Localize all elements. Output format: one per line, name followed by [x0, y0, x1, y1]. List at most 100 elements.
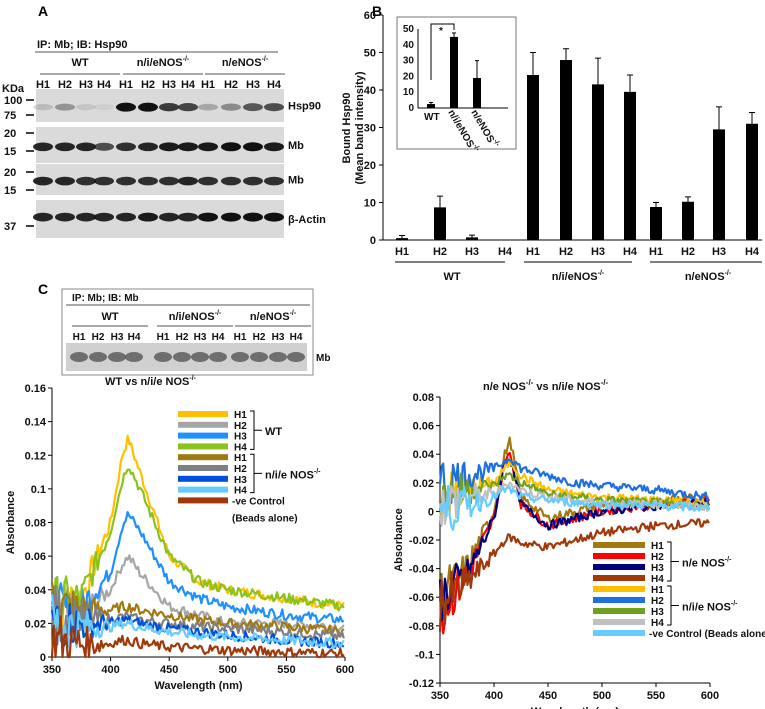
- blot-row-label: β-Actin: [288, 214, 326, 226]
- x-axis-label: Wavelength (nm): [154, 680, 243, 692]
- y-tick-label: 0.14: [25, 417, 47, 429]
- bar: [560, 60, 572, 240]
- bar: [624, 91, 636, 240]
- legend-swatch: [593, 564, 645, 570]
- y-tick-label: 30: [403, 56, 415, 67]
- y-tick-label: 50: [403, 24, 415, 35]
- group-label: n/eNOS-/-: [222, 56, 269, 69]
- blot-band: [243, 176, 263, 186]
- y-tick-label: 0: [370, 235, 376, 247]
- spectrum-line-nienos-h2: [438, 458, 710, 504]
- lane-label: H4: [181, 79, 196, 91]
- blot-band: [198, 176, 218, 186]
- legend-label: H2: [651, 596, 664, 607]
- panel-label-b: B: [372, 3, 382, 19]
- bar: [650, 207, 662, 240]
- y-tick-label: 0.16: [25, 383, 46, 395]
- y-tick-label: 0: [428, 506, 434, 518]
- lane-label: H3: [246, 79, 260, 91]
- blot-band: [264, 176, 284, 186]
- lane-label: H2: [224, 79, 238, 91]
- blot-row-label: Mb: [288, 175, 304, 187]
- lane-label: H1: [119, 79, 133, 91]
- blot-band: [94, 104, 114, 111]
- blot-band: [116, 212, 136, 222]
- spectrum-line-nienos-h4: [50, 594, 345, 650]
- blot-band: [76, 212, 96, 222]
- spectrum-line-nenos-h4: [438, 518, 710, 633]
- lane-label: H4: [212, 332, 225, 343]
- blot-band: [76, 176, 96, 186]
- chart-title-left: WT vs n/i/e NOS-/-: [105, 375, 197, 388]
- legend-label: H2: [234, 421, 247, 432]
- significance-marker: *: [439, 26, 443, 37]
- western-blot-a: WT n/i/eNOS-/- n/eNOS-/- H1 H2 H3 H4 H1 H2 H3 H4 H1…: [4, 51, 326, 238]
- legend-swatch: [178, 421, 228, 428]
- y-tick-label: 0.02: [25, 618, 46, 630]
- blot-band: [154, 352, 172, 362]
- kda-marker: 20: [4, 128, 16, 140]
- legend-swatch: [178, 497, 228, 504]
- blot-band: [221, 103, 241, 111]
- y-tick-label: -0.02: [409, 535, 434, 547]
- legend-swatch: [178, 411, 228, 417]
- legend-label: H3: [234, 432, 247, 443]
- lane-label: H4: [290, 332, 303, 343]
- legend-label: H1: [651, 541, 664, 552]
- blot-band: [264, 212, 284, 222]
- blot-band: [116, 176, 136, 186]
- x-tick-label: H3: [712, 246, 726, 258]
- bar: [527, 75, 539, 240]
- blot-band: [264, 103, 284, 112]
- y-tick-label: 20: [364, 160, 376, 172]
- legend-group-label: n/i/e NOS-/-: [265, 468, 321, 481]
- bar: [713, 129, 725, 240]
- legend-swatch: [593, 575, 645, 581]
- blot-band: [221, 212, 241, 222]
- blot-band: [159, 102, 179, 112]
- blot-band: [243, 103, 263, 112]
- blot-band: [55, 142, 75, 152]
- legend-swatch: [593, 586, 645, 592]
- legend-bracket: [250, 410, 262, 450]
- blot-band: [159, 212, 179, 222]
- y-tick-label: 0: [408, 103, 414, 114]
- legend-group-label: n/i/e NOS-/-: [682, 601, 738, 614]
- lane-label: H4: [97, 79, 112, 91]
- legend-swatch: [593, 608, 645, 614]
- legend-label: H4: [651, 618, 664, 629]
- legend-control-label: -ve Control: [232, 496, 285, 507]
- kda-marker: 15: [4, 146, 16, 158]
- lane-label: H1: [36, 79, 50, 91]
- blot-band: [243, 212, 263, 222]
- legend-label: H3: [651, 607, 664, 618]
- blot-band: [231, 352, 249, 362]
- lane-label: H3: [162, 79, 176, 91]
- blot-band: [198, 142, 218, 152]
- blot-a-header: IP: Mb; IB: Hsp90: [37, 39, 127, 51]
- x-tick-label: H4: [623, 246, 638, 258]
- blot-band: [70, 352, 88, 362]
- group-label: n/eNOS-/-: [685, 270, 732, 283]
- y-tick-label: 0.06: [25, 551, 46, 563]
- blot-band: [191, 352, 209, 362]
- blot-band: [198, 212, 218, 222]
- bar: [450, 36, 458, 108]
- blot-band: [209, 352, 227, 362]
- spectrum-line-control--ve control: [50, 615, 345, 659]
- kda-marker: 100: [4, 95, 22, 107]
- legend-label: H4: [234, 442, 247, 453]
- x-tick-label: 550: [647, 690, 665, 702]
- spectrum-line-wt-h3: [50, 511, 345, 646]
- y-tick-label: -0.12: [409, 678, 434, 690]
- y-axis-label: Absorbance: [393, 508, 405, 572]
- y-tick-label: 0.12: [25, 450, 46, 462]
- x-tick-label: H3: [465, 246, 479, 258]
- blot-band: [33, 142, 53, 152]
- bar: [592, 84, 604, 240]
- x-tick-label: 600: [701, 690, 719, 702]
- y-tick-label: 0.02: [413, 478, 434, 490]
- bar: [682, 201, 694, 240]
- legend-swatch: [178, 475, 228, 482]
